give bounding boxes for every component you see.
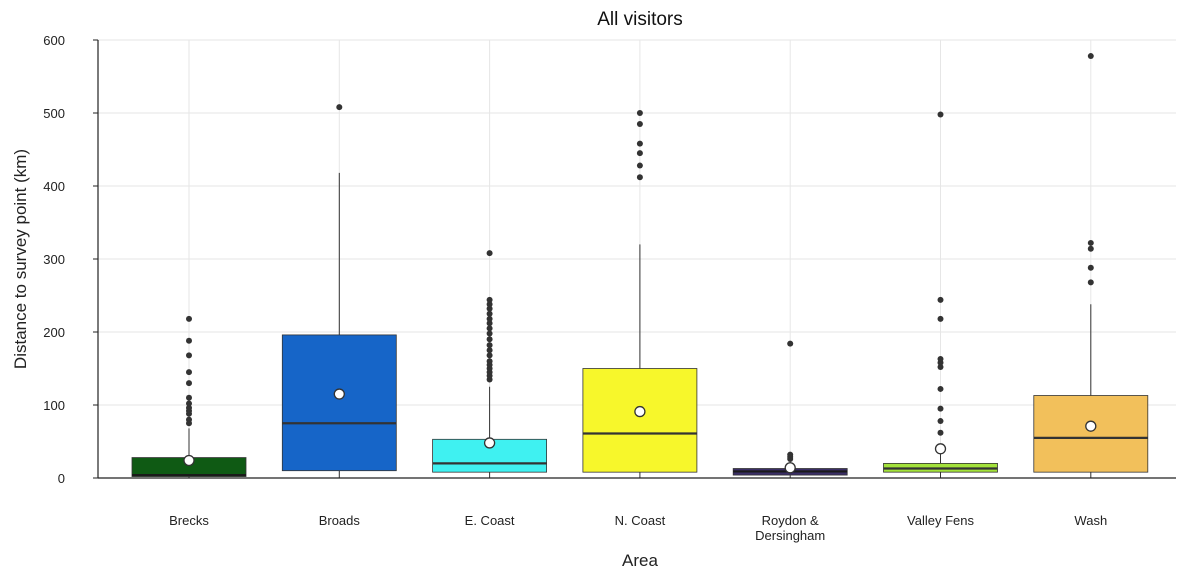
outlier-point bbox=[636, 174, 643, 181]
box-group bbox=[732, 340, 848, 478]
outlier-point bbox=[937, 418, 944, 425]
x-tick-label: N. Coast bbox=[615, 513, 666, 528]
outlier-point bbox=[486, 315, 493, 322]
outlier-point bbox=[486, 320, 493, 327]
outlier-point bbox=[787, 340, 794, 347]
y-tick-label: 0 bbox=[58, 471, 65, 486]
mean-marker bbox=[634, 405, 646, 418]
outlier-point bbox=[186, 315, 192, 322]
outlier-point bbox=[937, 111, 944, 118]
x-tick-label: Roydon & bbox=[762, 513, 819, 528]
mean-marker bbox=[333, 388, 345, 400]
x-tick-label: E. Coast bbox=[465, 513, 515, 528]
outlier-point bbox=[186, 352, 192, 359]
box bbox=[281, 334, 397, 472]
y-ticks: 0 100 200 300 400 500 600 bbox=[43, 33, 98, 486]
outlier-point bbox=[1087, 279, 1094, 286]
outlier-point bbox=[937, 356, 944, 363]
outlier-point bbox=[787, 451, 794, 458]
outlier-point bbox=[636, 150, 643, 157]
outlier-point bbox=[186, 404, 192, 411]
y-axis-label: Distance to survey point (km) bbox=[11, 149, 30, 369]
x-tick-label: Dersingham bbox=[755, 528, 825, 543]
y-tick-label: 200 bbox=[43, 325, 65, 340]
outlier-point bbox=[486, 330, 493, 337]
chart-title: All visitors bbox=[597, 9, 683, 30]
outlier-point bbox=[937, 315, 944, 322]
x-tick-label: Valley Fens bbox=[907, 513, 974, 528]
outlier-point bbox=[486, 250, 493, 257]
x-tick-labels: Brecks Broads E. Coast N. Coast Roydon &Ders… bbox=[169, 513, 1107, 543]
y-tick-label: 300 bbox=[43, 252, 65, 267]
outlier-point bbox=[636, 140, 643, 147]
y-tick-label: 400 bbox=[43, 179, 65, 194]
outlier-point bbox=[186, 369, 192, 376]
outlier-point bbox=[186, 337, 192, 344]
y-tick-label: 100 bbox=[43, 398, 65, 413]
outlier-point bbox=[486, 310, 493, 317]
mean-marker bbox=[934, 443, 947, 455]
outlier-point bbox=[186, 400, 192, 407]
mean-marker bbox=[784, 462, 796, 474]
outlier-point bbox=[636, 120, 643, 127]
x-axis-label: Area bbox=[622, 551, 658, 570]
y-tick-label: 600 bbox=[43, 33, 65, 48]
outlier-point bbox=[486, 336, 493, 343]
outlier-point bbox=[486, 352, 493, 359]
outlier-point bbox=[486, 296, 493, 303]
outlier-point bbox=[937, 364, 944, 371]
outlier-point bbox=[186, 380, 192, 387]
x-tick-label: Brecks bbox=[169, 513, 209, 528]
outlier-point bbox=[186, 394, 192, 401]
outlier-point bbox=[486, 301, 493, 308]
outlier-point bbox=[336, 104, 343, 111]
box-group bbox=[883, 111, 998, 478]
box-group bbox=[432, 250, 548, 478]
mean-marker bbox=[1085, 420, 1097, 432]
outlier-point bbox=[1087, 53, 1094, 60]
outlier-point bbox=[937, 405, 944, 412]
box bbox=[582, 368, 698, 473]
outlier-point bbox=[486, 305, 493, 312]
mean-marker bbox=[483, 437, 496, 449]
outlier-point bbox=[937, 429, 944, 436]
outlier-point bbox=[937, 385, 944, 392]
box bbox=[1033, 395, 1149, 473]
box-group bbox=[131, 315, 247, 478]
outlier-point bbox=[486, 358, 493, 365]
outlier-point bbox=[486, 325, 493, 332]
mean-marker bbox=[183, 454, 195, 467]
box-group bbox=[1033, 53, 1149, 478]
outlier-point bbox=[1087, 245, 1094, 252]
outlier-point bbox=[636, 162, 643, 169]
x-tick-label: Broads bbox=[319, 513, 361, 528]
x-tick-label: Wash bbox=[1074, 513, 1107, 528]
outlier-point bbox=[186, 416, 192, 423]
y-tick-label: 500 bbox=[43, 106, 65, 121]
outlier-point bbox=[937, 296, 944, 303]
outlier-point bbox=[1087, 264, 1094, 271]
box-group bbox=[582, 110, 698, 478]
outlier-point bbox=[636, 110, 643, 116]
box-group bbox=[281, 104, 397, 478]
boxes bbox=[131, 53, 1149, 478]
outlier-point bbox=[486, 347, 493, 354]
outlier-point bbox=[1087, 239, 1094, 246]
outlier-point bbox=[486, 342, 493, 349]
